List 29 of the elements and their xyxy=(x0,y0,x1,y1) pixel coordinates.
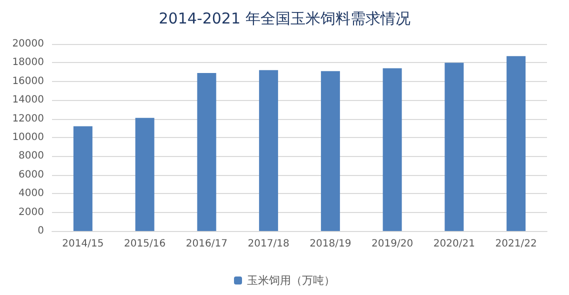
y-tick-label: 12000 xyxy=(12,113,44,124)
x-tick-label: 2014/15 xyxy=(62,238,104,250)
y-tick-label: 16000 xyxy=(12,76,44,87)
y-tick-label: 14000 xyxy=(12,94,44,106)
y-tick-label: 20000 xyxy=(12,38,44,50)
y-tick-label: 10000 xyxy=(12,132,44,143)
y-tick-label: 6000 xyxy=(18,169,44,180)
bar xyxy=(382,68,402,231)
y-tick-label: 2000 xyxy=(18,206,44,218)
bar xyxy=(444,62,464,231)
x-tick-label: 2017/18 xyxy=(248,238,290,250)
chart-title: 2014-2021 年全国玉米饲料需求情况 xyxy=(158,10,410,28)
x-tick-label: 2019/20 xyxy=(372,238,414,250)
y-tick-label: 0 xyxy=(38,226,44,236)
bar xyxy=(259,70,278,231)
x-tick-label: 2016/17 xyxy=(186,238,228,250)
bar xyxy=(73,126,92,231)
bar xyxy=(197,72,216,231)
y-tick-label: 8000 xyxy=(18,150,44,162)
x-tick-label: 2020/21 xyxy=(433,238,475,250)
legend-label: 玉米饲用（万吨） xyxy=(247,274,335,287)
y-tick-label: 18000 xyxy=(12,57,44,68)
y-tick-label: 4000 xyxy=(18,188,44,200)
x-tick-label: 2015/16 xyxy=(124,238,166,250)
bar xyxy=(320,71,340,231)
x-tick-label: 2018/19 xyxy=(310,238,352,250)
bar xyxy=(135,118,154,231)
x-tick-label: 2021/22 xyxy=(495,238,537,250)
bar xyxy=(506,56,526,231)
